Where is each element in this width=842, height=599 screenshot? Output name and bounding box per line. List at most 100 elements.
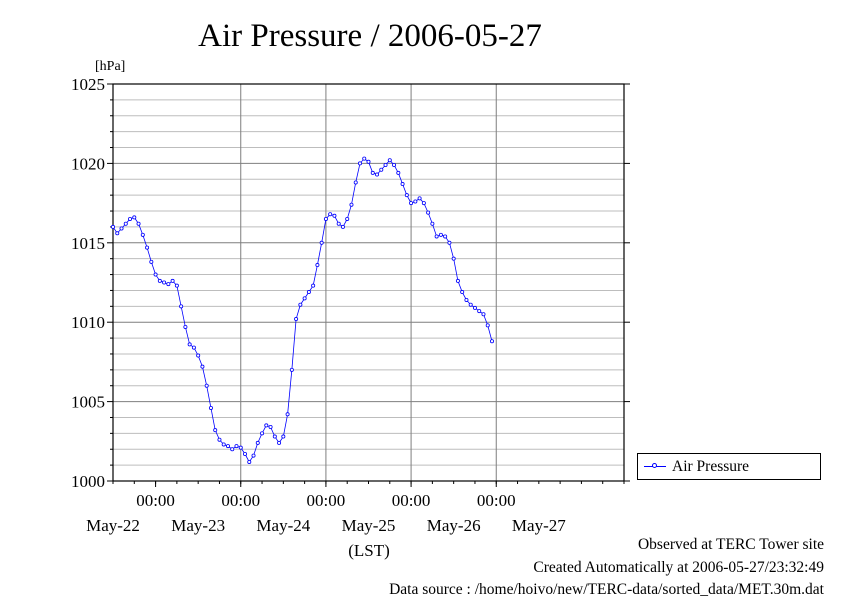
x-date-tick-label: May-26 — [427, 516, 481, 535]
data-point — [174, 283, 179, 288]
x-time-tick-label: 00:00 — [477, 491, 516, 510]
data-point — [336, 221, 341, 226]
legend-marker-icon — [652, 463, 657, 468]
data-point — [409, 201, 414, 206]
data-point — [404, 193, 409, 198]
data-point — [196, 353, 201, 358]
data-point — [434, 234, 439, 239]
data-point — [345, 216, 350, 221]
y-tick-label: 1000 — [71, 472, 105, 491]
data-point — [234, 444, 239, 449]
data-point — [413, 199, 418, 204]
data-point — [455, 278, 460, 283]
plot-axes — [112, 83, 625, 482]
data-point — [179, 304, 184, 309]
data-point — [319, 240, 324, 245]
data-point — [285, 412, 290, 417]
data-point — [204, 383, 209, 388]
data-point — [281, 434, 286, 439]
y-axis-unit-label: [hPa] — [95, 59, 125, 74]
data-point — [328, 212, 333, 217]
data-point — [162, 280, 167, 285]
y-tick-label: 1015 — [71, 234, 105, 253]
x-axis-label: (LST) — [348, 541, 390, 560]
air-pressure-series — [111, 156, 494, 464]
data-point — [230, 447, 235, 452]
data-point — [489, 339, 494, 344]
data-point — [353, 180, 358, 185]
data-point — [438, 232, 443, 237]
data-point — [277, 440, 282, 445]
footer-site: Observed at TERC Tower site — [637, 536, 824, 553]
data-point — [447, 240, 452, 245]
data-point — [298, 302, 303, 307]
data-point — [191, 345, 196, 350]
data-point — [485, 323, 490, 328]
data-point — [289, 367, 294, 372]
data-point — [260, 431, 265, 436]
data-point — [387, 158, 392, 163]
data-point — [396, 170, 401, 175]
y-tick-label: 1020 — [71, 154, 105, 173]
data-point — [255, 440, 260, 445]
y-tick-label: 1005 — [71, 393, 105, 412]
x-date-tick-label: May-25 — [342, 516, 396, 535]
data-point — [268, 425, 273, 430]
series-line — [112, 158, 493, 463]
data-point — [375, 172, 380, 177]
x-time-tick-label: 00:00 — [221, 491, 260, 510]
data-point — [149, 259, 154, 264]
data-point — [392, 162, 397, 167]
data-point — [481, 312, 486, 317]
data-point — [187, 342, 192, 347]
data-point — [115, 231, 120, 236]
data-point — [340, 224, 345, 229]
data-point — [379, 167, 384, 172]
data-point — [451, 256, 456, 261]
data-point — [145, 245, 150, 250]
data-point — [264, 423, 269, 428]
x-axis-ticks: 00:00 00:00 00:00 00:00 00:00 May-22 May-23 May… — [86, 481, 625, 535]
data-point — [323, 216, 328, 221]
data-point — [332, 213, 337, 218]
footer-created: Created Automatically at 2006-05-27/23:3… — [533, 559, 824, 576]
data-point — [225, 444, 230, 449]
data-point — [366, 159, 371, 164]
data-point — [464, 297, 469, 302]
data-point — [213, 428, 218, 433]
y-tick-label: 1010 — [71, 313, 105, 332]
data-point — [349, 202, 354, 207]
data-point — [272, 434, 277, 439]
data-point — [315, 263, 320, 268]
x-time-tick-label: 00:00 — [307, 491, 346, 510]
x-date-tick-label: May-27 — [512, 516, 566, 535]
data-point — [153, 272, 158, 277]
data-point — [128, 216, 133, 221]
data-point — [247, 459, 252, 464]
data-point — [251, 453, 256, 458]
data-point — [460, 290, 465, 295]
x-date-tick-label: May-22 — [86, 516, 140, 535]
data-point — [132, 215, 137, 220]
data-point — [221, 442, 226, 447]
data-point — [166, 282, 171, 287]
data-point — [357, 161, 362, 166]
data-point — [243, 452, 248, 457]
data-point — [417, 196, 422, 201]
legend-label-air-pressure: Air Pressure — [672, 458, 750, 475]
data-point — [477, 309, 482, 314]
y-tick-label: 1025 — [71, 75, 105, 94]
data-point — [208, 405, 213, 410]
data-point — [157, 278, 162, 283]
plot-frame — [112, 83, 625, 482]
x-time-tick-label: 00:00 — [392, 491, 431, 510]
x-time-tick-label: 00:00 — [136, 491, 175, 510]
data-point — [302, 296, 307, 301]
data-point — [468, 302, 473, 307]
data-point — [426, 210, 431, 215]
data-point — [217, 437, 222, 442]
data-point — [362, 156, 367, 161]
data-point — [111, 224, 116, 229]
data-point — [136, 221, 141, 226]
